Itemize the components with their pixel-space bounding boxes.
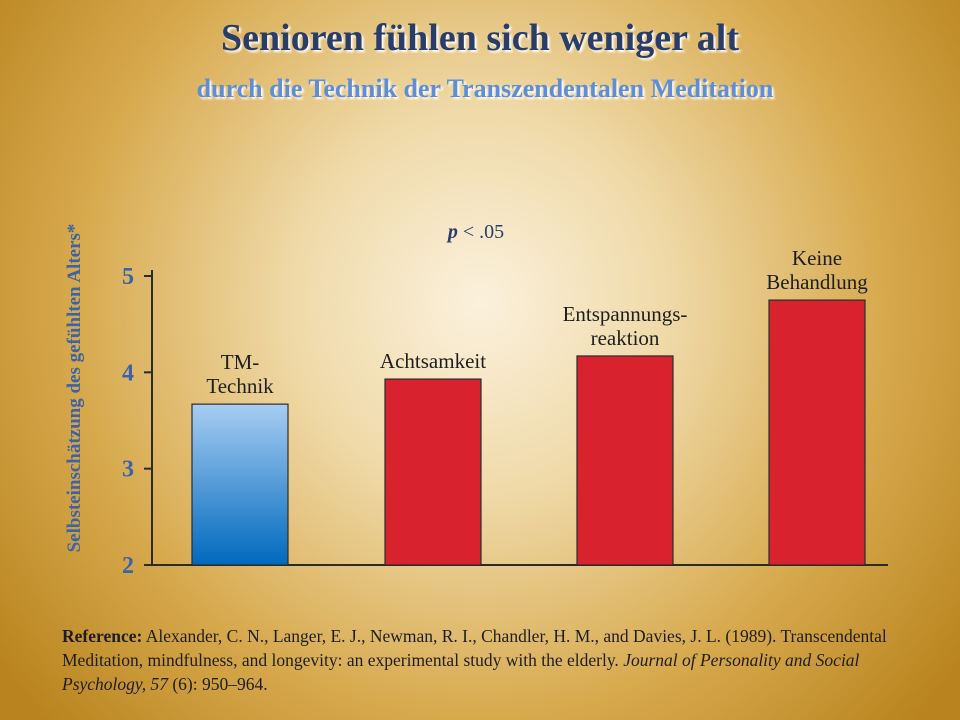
y-axis-label: Selbsteinschätzung des gefühlten Alters* xyxy=(64,224,85,553)
bar-category-label: Technik xyxy=(206,374,274,398)
significance-note: p < .05 xyxy=(446,221,504,243)
chart-title: Senioren fühlen sich weniger alt xyxy=(221,17,739,59)
bar xyxy=(576,355,674,566)
bar-category-label: Entspannungs- xyxy=(563,302,688,326)
y-tick-label: 2 xyxy=(122,553,134,579)
reference-journal: Journal of Personality and Social Psycho… xyxy=(62,650,860,694)
bars xyxy=(191,299,866,566)
y-tick-label: 3 xyxy=(122,457,134,483)
bar-category-label: Achtsamkeit xyxy=(380,349,486,373)
reference-authors: Alexander, C. N., Langer, E. J., Newman,… xyxy=(62,626,887,670)
bar xyxy=(768,299,866,566)
p-threshold: < .05 xyxy=(458,221,504,243)
chart-subtitle: durch die Technik der Transzendentalen M… xyxy=(196,74,774,103)
axes: 2 3 4 5 xyxy=(122,264,888,579)
y-tick-label: 4 xyxy=(122,360,134,386)
p-symbol: p xyxy=(446,221,458,243)
bar-chart: Selbsteinschätzung des gefühlten Alters*… xyxy=(64,221,888,579)
bar-labels: TM-Technik Achtsamkeit Entspannungs-reakti… xyxy=(206,246,868,398)
reference-pages: (6): 950–964. xyxy=(167,674,268,694)
bar-category-label: Keine xyxy=(792,246,842,270)
bar-category-label: Behandlung xyxy=(766,270,868,294)
bar-category-label: reaktion xyxy=(591,326,660,350)
bar xyxy=(191,403,289,566)
y-tick-label: 5 xyxy=(122,264,134,290)
reference-citation: Reference: Alexander, C. N., Langer, E. … xyxy=(62,624,922,696)
bar-category-label: TM- xyxy=(221,350,260,374)
reference-label: Reference: xyxy=(62,626,143,646)
bar xyxy=(384,378,482,566)
